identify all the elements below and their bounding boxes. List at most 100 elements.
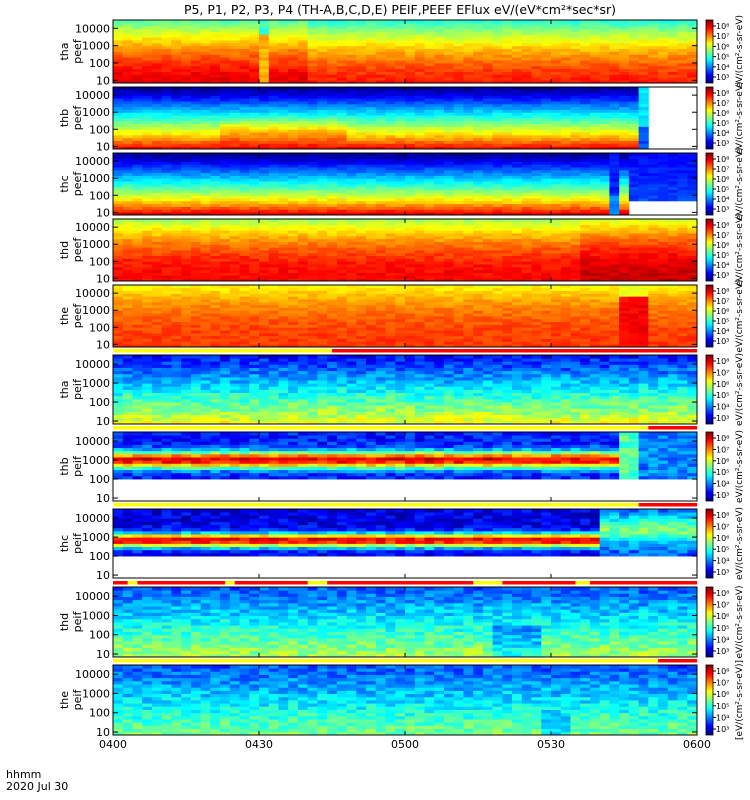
quality-flag-bar bbox=[224, 581, 235, 585]
colorbar-label: eV/(cm²-s-sr-eV) bbox=[735, 81, 745, 154]
panel-thb-peif: 10000 1000 100 10 thb peif 10⁸ 10⁷ 10⁶ 10⁵ 10⁴ 10³ e… bbox=[58, 426, 745, 505]
y-tick-label: 10 bbox=[96, 569, 110, 582]
quality-flag-bar bbox=[658, 659, 697, 663]
colorbar bbox=[705, 354, 714, 425]
y-tick-label: 10 bbox=[96, 74, 110, 87]
x-tick-label: 0600 bbox=[683, 738, 711, 751]
y-tick-label: 1000 bbox=[82, 454, 110, 467]
y-axis-label: peef bbox=[71, 38, 84, 64]
y-tick-label: 10 bbox=[96, 272, 110, 285]
colorbar-tick-label: 10⁷ bbox=[716, 32, 729, 41]
y-axis-label: peef bbox=[71, 237, 84, 263]
colorbar-tick-label: 10⁴ bbox=[716, 195, 729, 204]
y-tick-label: 10000 bbox=[75, 512, 110, 525]
y-axis-label: thc bbox=[58, 535, 71, 552]
colorbar-tick-label: 10³ bbox=[716, 271, 729, 280]
colorbar-tick-label: 10⁵ bbox=[716, 317, 729, 326]
panel-thc-peif: 10000 1000 100 10 thc peif 10⁸ 10⁷ 10⁶ 10⁵ 10⁴ 10³ e… bbox=[58, 503, 745, 582]
y-tick-label: 10 bbox=[96, 338, 110, 351]
colorbar-tick-label: 10⁸ bbox=[716, 434, 729, 443]
colorbar-tick-label: 10⁸ bbox=[716, 221, 729, 230]
quality-flag-bar bbox=[575, 581, 590, 585]
colorbar-tick-label: 10⁷ bbox=[716, 522, 729, 531]
y-tick-label: 100 bbox=[89, 255, 110, 268]
y-axis-label: peif bbox=[71, 611, 84, 633]
panel-tha-peif: 10000 1000 100 10 tha peif 10⁸ 10⁷ 10⁶ 10⁵ 10⁴ 10³ e… bbox=[58, 349, 745, 428]
y-tick-label: 1000 bbox=[82, 106, 110, 119]
time-axis: 0400 0430 0500 0530 0600 bbox=[99, 738, 711, 751]
y-axis-label: thc bbox=[58, 175, 71, 192]
colorbar-tick-label: 10⁵ bbox=[716, 545, 729, 554]
y-tick-label: 100 bbox=[89, 123, 110, 136]
y-axis-label: peif bbox=[71, 455, 84, 477]
y-axis-label: peif bbox=[71, 378, 84, 400]
y-tick-label: 10000 bbox=[75, 89, 110, 102]
y-axis-label: peef bbox=[71, 171, 84, 197]
quality-flag-bar bbox=[307, 581, 328, 585]
y-tick-label: 10000 bbox=[75, 668, 110, 681]
colorbar-tick-label: 10⁷ bbox=[716, 601, 729, 610]
colorbar-tick-label: 10³ bbox=[716, 568, 729, 577]
y-tick-label: 10000 bbox=[75, 221, 110, 234]
quality-flag-bar bbox=[638, 503, 697, 507]
colorbar-tick-label: 10⁷ bbox=[716, 445, 729, 454]
y-tick-label: 100 bbox=[89, 629, 110, 642]
y-tick-label: 100 bbox=[89, 550, 110, 563]
colorbar bbox=[705, 508, 714, 579]
y-axis-label: peif bbox=[71, 689, 84, 711]
colorbar-tick-label: 10⁶ bbox=[716, 690, 729, 699]
y-tick-label: 1000 bbox=[82, 687, 110, 700]
colorbar-tick-label: 10⁷ bbox=[716, 297, 729, 306]
colorbar-tick-label: 10⁸ bbox=[716, 357, 729, 366]
colorbar-tick-label: 10⁷ bbox=[716, 165, 729, 174]
colorbar-tick-label: 10⁷ bbox=[716, 368, 729, 377]
colorbar bbox=[705, 19, 714, 84]
x-tick-label: 0500 bbox=[391, 738, 419, 751]
colorbar-label: eV/(cm²-s-sr-eV) bbox=[735, 213, 745, 286]
quality-flag-bar bbox=[113, 659, 697, 663]
y-axis-label: the bbox=[58, 691, 71, 709]
colorbar bbox=[705, 218, 714, 282]
colorbar-tick-label: 10⁴ bbox=[716, 261, 729, 270]
colorbar-label: eV/(cm²-s-sr-eV) bbox=[735, 507, 745, 580]
y-tick-label: 10000 bbox=[75, 590, 110, 603]
colorbar bbox=[705, 284, 714, 348]
heatmap-cells bbox=[113, 355, 698, 425]
quality-flag-bar bbox=[127, 581, 138, 585]
y-tick-label: 100 bbox=[89, 396, 110, 409]
y-tick-label: 1000 bbox=[82, 238, 110, 251]
colorbar-tick-label: 10⁶ bbox=[716, 457, 729, 466]
colorbar-tick-label: 10⁵ bbox=[716, 185, 729, 194]
y-tick-label: 10 bbox=[96, 726, 110, 739]
colorbar bbox=[705, 586, 714, 658]
quality-flag-bar bbox=[332, 349, 697, 353]
x-tick-label: 0400 bbox=[99, 738, 127, 751]
colorbar-label: eV/(cm²-s-sr-eV) bbox=[735, 353, 745, 426]
y-tick-label: 1000 bbox=[82, 172, 110, 185]
colorbar-tick-label: 10⁸ bbox=[716, 155, 729, 164]
colorbar-tick-label: 10⁶ bbox=[716, 109, 729, 118]
colorbar-tick-label: 10⁴ bbox=[716, 635, 729, 644]
quality-flag-bar bbox=[648, 426, 697, 430]
colorbar-label: eV/(cm²-s-sr-eV) bbox=[735, 147, 745, 220]
y-tick-label: 1000 bbox=[82, 304, 110, 317]
y-tick-label: 100 bbox=[89, 707, 110, 720]
quality-flag-bar bbox=[113, 581, 697, 585]
colorbar-tick-label: 10³ bbox=[716, 647, 729, 656]
colorbar bbox=[705, 431, 714, 502]
colorbar-label: eV/(cm²-s-sr-eV) bbox=[735, 15, 745, 88]
y-axis-label: thb bbox=[58, 457, 71, 475]
heatmap-cells bbox=[113, 509, 698, 557]
colorbar-tick-label: 10⁸ bbox=[716, 667, 729, 676]
y-axis-label: thb bbox=[58, 109, 71, 127]
y-axis-label: tha bbox=[58, 42, 71, 60]
quality-flag-bar bbox=[113, 503, 697, 507]
colorbar-tick-label: 10⁶ bbox=[716, 241, 729, 250]
quality-flag-bar bbox=[473, 581, 503, 585]
